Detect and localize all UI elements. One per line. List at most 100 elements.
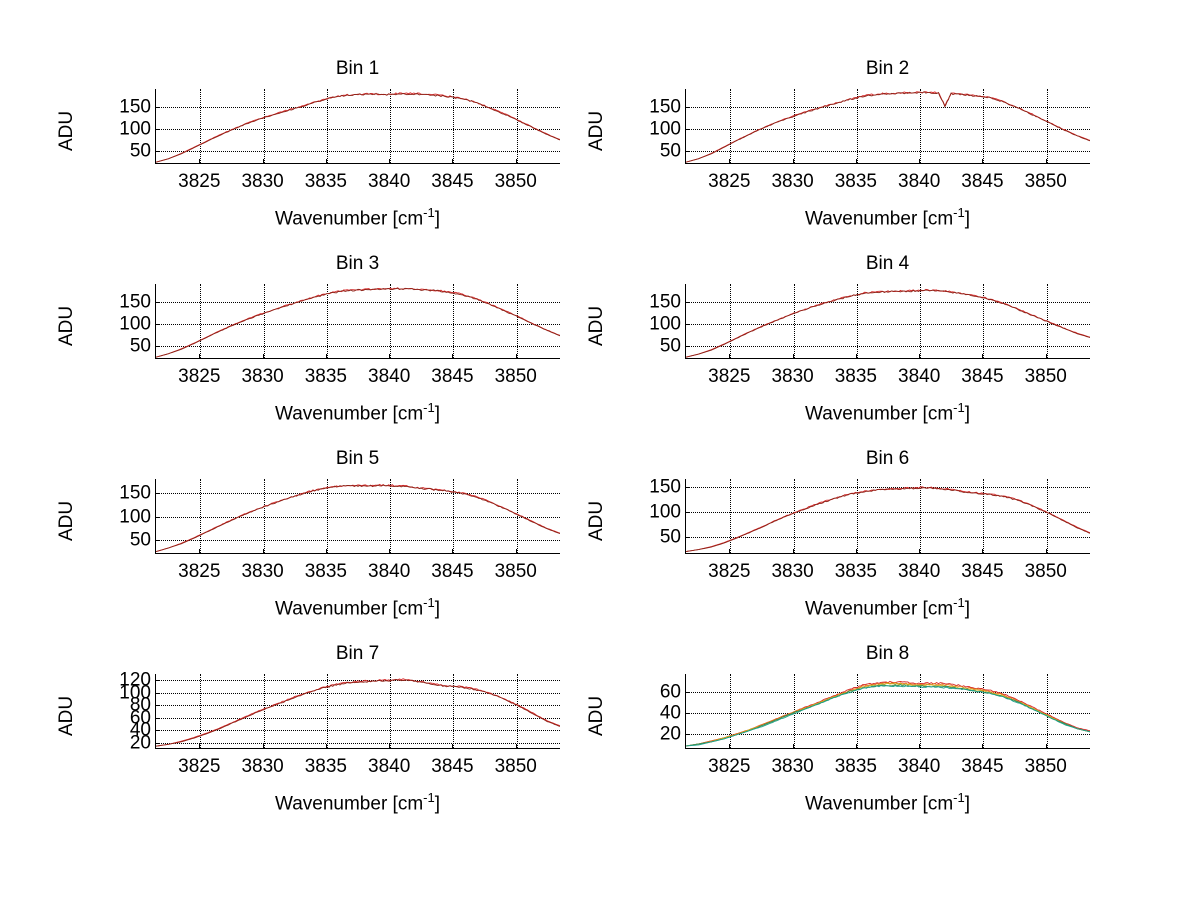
y-tick-label: 50	[129, 335, 151, 357]
gridline-vertical	[516, 674, 518, 748]
x-tick-mark	[729, 159, 731, 164]
x-tick-mark	[919, 159, 921, 164]
y-tick-label: 100	[119, 313, 151, 335]
panel-title: Bin 3	[335, 253, 380, 274]
x-axis-label-text: Wavenumber [cm	[804, 208, 954, 230]
x-tick-label: 3830	[241, 756, 284, 777]
y-tick-label: 100	[119, 118, 151, 140]
x-tick-label: 3835	[304, 561, 347, 582]
y-tick-label: 20	[129, 732, 151, 754]
panel-title: Bin 8	[865, 643, 910, 664]
x-tick-mark	[792, 744, 794, 749]
x-tick-label: 3835	[834, 561, 877, 582]
x-tick-label: 3835	[304, 171, 347, 192]
x-tick-label: 3840	[898, 756, 941, 777]
gridline-vertical	[390, 284, 392, 358]
x-axis-label-text: Wavenumber [cm	[804, 598, 954, 620]
x-tick-mark	[515, 354, 517, 359]
series-layer	[686, 284, 1090, 358]
plot-area	[685, 284, 1090, 359]
x-axis-label-text: Wavenumber [cm	[274, 598, 424, 620]
x-tick-label: 3830	[241, 171, 284, 192]
x-tick-mark	[199, 354, 201, 359]
x-axis-label-exponent: -1	[953, 790, 965, 805]
gridline-vertical	[390, 89, 392, 163]
x-axis-label-tail: ]	[434, 793, 440, 815]
gridline-vertical	[793, 674, 795, 748]
gridline-horizontal	[686, 301, 1090, 303]
y-tick-mark	[685, 150, 690, 152]
panel-bin-5: Bin 5 3825 3830 3835 3840 3845 3850 50 100 150 ADU…	[35, 449, 570, 644]
y-tick-label: 50	[659, 140, 681, 162]
x-tick-label: 3840	[898, 171, 941, 192]
x-axis-label-exponent: -1	[953, 205, 965, 220]
grid-lines	[156, 284, 560, 358]
gridline-vertical	[856, 479, 858, 553]
gridline-vertical	[516, 479, 518, 553]
x-tick-label: 3845	[961, 561, 1004, 582]
x-tick-mark	[919, 744, 921, 749]
series-line	[686, 92, 1090, 162]
x-tick-label: 3845	[431, 171, 474, 192]
x-axis-label: Wavenumber [cm-1]	[685, 787, 1090, 814]
y-tick-label: 100	[649, 501, 681, 522]
gridline-vertical	[856, 284, 858, 358]
x-tick-mark	[325, 159, 327, 164]
y-tick-mark	[155, 128, 160, 130]
series-line	[156, 679, 560, 746]
series-line	[686, 488, 1090, 552]
series-line	[156, 485, 560, 552]
x-tick-mark	[1045, 549, 1047, 554]
x-tick-mark	[262, 744, 264, 749]
panel-title: Bin 1	[335, 58, 380, 79]
x-tick-label: 3830	[771, 756, 814, 777]
gridline-vertical	[1046, 674, 1048, 748]
gridline-vertical	[200, 89, 202, 163]
y-tick-label: 80	[129, 694, 151, 716]
x-tick-label: 3840	[368, 756, 411, 777]
gridline-vertical	[453, 89, 455, 163]
plot-area	[155, 674, 560, 749]
gridline-vertical	[516, 284, 518, 358]
gridline-vertical	[920, 89, 922, 163]
y-tick-mark	[685, 536, 690, 538]
gridline-horizontal	[686, 128, 1090, 130]
series-line	[686, 92, 1090, 162]
x-tick-label: 3850	[1024, 366, 1067, 387]
y-tick-label: 100	[649, 313, 681, 335]
panel-bin-3: Bin 3 3825 3830 3835 3840 3845 3850 50 100 150 ADU…	[35, 254, 570, 449]
y-tick-mark	[685, 511, 690, 513]
y-tick-label: 120	[119, 669, 151, 691]
gridline-vertical	[793, 479, 795, 553]
series-layer	[156, 674, 560, 748]
x-tick-mark	[452, 744, 454, 749]
panel-title: Bin 2	[865, 58, 910, 79]
gridline-vertical	[856, 674, 858, 748]
gridline-horizontal	[686, 106, 1090, 108]
gridline-vertical	[263, 479, 265, 553]
x-tick-label: 3845	[431, 366, 474, 387]
gridline-horizontal	[686, 733, 1090, 735]
x-tick-mark	[855, 159, 857, 164]
y-tick-mark	[155, 106, 160, 108]
panel-title: Bin 4	[865, 253, 910, 274]
gridline-vertical	[390, 674, 392, 748]
x-tick-mark	[262, 159, 264, 164]
x-axis-label: Wavenumber [cm-1]	[155, 592, 560, 619]
gridline-horizontal	[156, 539, 560, 541]
series-line	[156, 288, 560, 357]
y-tick-mark	[155, 742, 160, 744]
gridline-horizontal	[156, 150, 560, 152]
gridline-vertical	[983, 89, 985, 163]
gridline-horizontal	[686, 692, 1090, 694]
y-tick-label: 150	[119, 96, 151, 118]
x-tick-mark	[792, 549, 794, 554]
x-tick-label: 3850	[494, 561, 537, 582]
x-axis-label-text: Wavenumber [cm	[804, 403, 954, 425]
panel-title: Bin 5	[335, 448, 380, 469]
series-layer	[686, 674, 1090, 748]
series-line	[156, 93, 560, 162]
series-layer	[156, 89, 560, 163]
x-tick-label: 3845	[961, 366, 1004, 387]
gridline-vertical	[326, 479, 328, 553]
